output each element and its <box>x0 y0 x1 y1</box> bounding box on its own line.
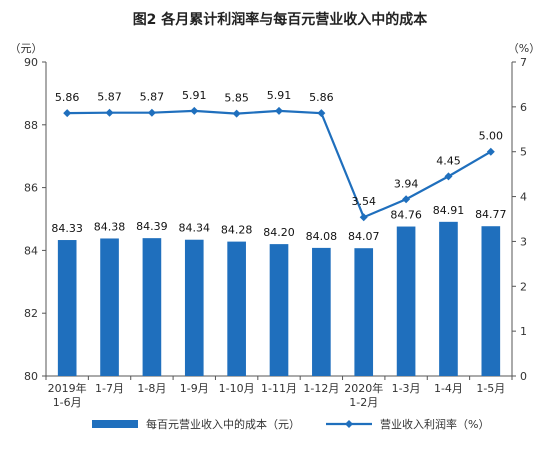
line-data-label: 5.91 <box>182 89 207 102</box>
bar-data-label: 84.08 <box>306 230 338 243</box>
bar-data-label: 84.20 <box>263 226 295 239</box>
bar <box>100 238 119 376</box>
bar <box>354 248 374 376</box>
line-data-label: 5.86 <box>55 91 80 104</box>
bar <box>57 240 77 376</box>
line-data-label: 5.00 <box>479 130 504 143</box>
x-tick-label: 1-9月 <box>180 382 209 395</box>
x-tick-label: 1-2月 <box>349 396 378 409</box>
line-data-label: 5.86 <box>309 91 334 104</box>
x-tick-label: 1-5月 <box>476 382 505 395</box>
bar <box>481 226 501 376</box>
left-tick-label: 88 <box>24 119 38 132</box>
bar-data-label: 84.77 <box>475 208 507 221</box>
right-tick-label: 2 <box>520 280 527 293</box>
legend: 每百元营业收入中的成本（元） 营业收入利润率（%） <box>92 417 489 431</box>
line-data-label: 4.45 <box>436 154 461 167</box>
right-tick-label: 1 <box>520 325 527 338</box>
bar <box>439 221 458 376</box>
right-tick-label: 3 <box>520 235 527 248</box>
left-tick-label: 90 <box>24 56 38 69</box>
left-tick-label: 86 <box>24 182 38 195</box>
left-tick-label: 84 <box>24 244 38 257</box>
bar-data-label: 84.34 <box>179 222 211 235</box>
line-point <box>359 213 368 222</box>
x-tick-label: 2020年 <box>344 381 383 395</box>
x-tick-label: 2019年 <box>48 381 87 395</box>
line-data-label: 5.87 <box>97 91 122 104</box>
left-tick-label: 82 <box>24 307 38 320</box>
legend-line-label: 营业收入利润率（%） <box>380 417 489 431</box>
line-point <box>147 108 156 117</box>
line-data-label: 3.94 <box>394 177 419 190</box>
bar-data-label: 84.39 <box>136 220 168 233</box>
right-tick-label: 0 <box>520 370 527 383</box>
line-series <box>67 109 492 219</box>
bar-data-label: 84.28 <box>221 224 253 237</box>
legend-bar-swatch <box>92 420 138 428</box>
x-tick-label: 1-3月 <box>392 382 421 395</box>
bar-data-label: 84.38 <box>94 220 126 233</box>
left-axis-unit: （元） <box>10 42 43 55</box>
right-tick-label: 6 <box>520 101 527 114</box>
x-tick-label: 1-8月 <box>137 382 166 395</box>
line-point <box>275 106 283 115</box>
x-tick-label: 1-12月 <box>303 382 339 395</box>
bar-data-label: 84.07 <box>348 230 380 243</box>
line-point <box>190 106 199 115</box>
right-tick-label: 7 <box>520 56 527 69</box>
right-axis-unit: （%） <box>508 42 540 55</box>
line-point <box>444 172 453 181</box>
bar <box>312 247 331 376</box>
line-data-label: 3.54 <box>351 195 376 208</box>
x-tick-label: 1-4月 <box>434 382 463 395</box>
bar <box>269 244 289 376</box>
right-tick-label: 4 <box>520 191 527 204</box>
x-tick-label: 1-7月 <box>95 382 124 395</box>
bar <box>184 239 204 376</box>
line-point <box>105 108 114 117</box>
line-point <box>486 147 495 156</box>
line-point <box>232 109 241 118</box>
x-tick-label: 1-10月 <box>219 382 255 395</box>
line-data-label: 5.85 <box>224 92 249 105</box>
chart-title: 图2 各月累计利润率与每百元营业收入中的成本 <box>133 11 429 28</box>
legend-line-marker <box>345 420 353 428</box>
bar-data-label: 84.33 <box>51 222 83 235</box>
bar <box>227 241 246 376</box>
bar-data-label: 84.91 <box>433 204 465 217</box>
line-data-label: 5.87 <box>140 91 165 104</box>
right-tick-label: 5 <box>520 146 527 159</box>
left-tick-label: 80 <box>24 370 38 383</box>
x-tick-label: 1-11月 <box>261 382 297 395</box>
legend-bar-label: 每百元营业收入中的成本（元） <box>146 417 300 431</box>
line-point <box>63 109 72 118</box>
bar <box>142 238 162 376</box>
bar <box>396 226 416 376</box>
bar-data-label: 84.76 <box>390 209 422 222</box>
x-tick-label: 1-6月 <box>53 396 82 409</box>
line-point <box>317 109 326 118</box>
line-point <box>402 195 411 204</box>
line-data-label: 5.91 <box>267 89 292 102</box>
